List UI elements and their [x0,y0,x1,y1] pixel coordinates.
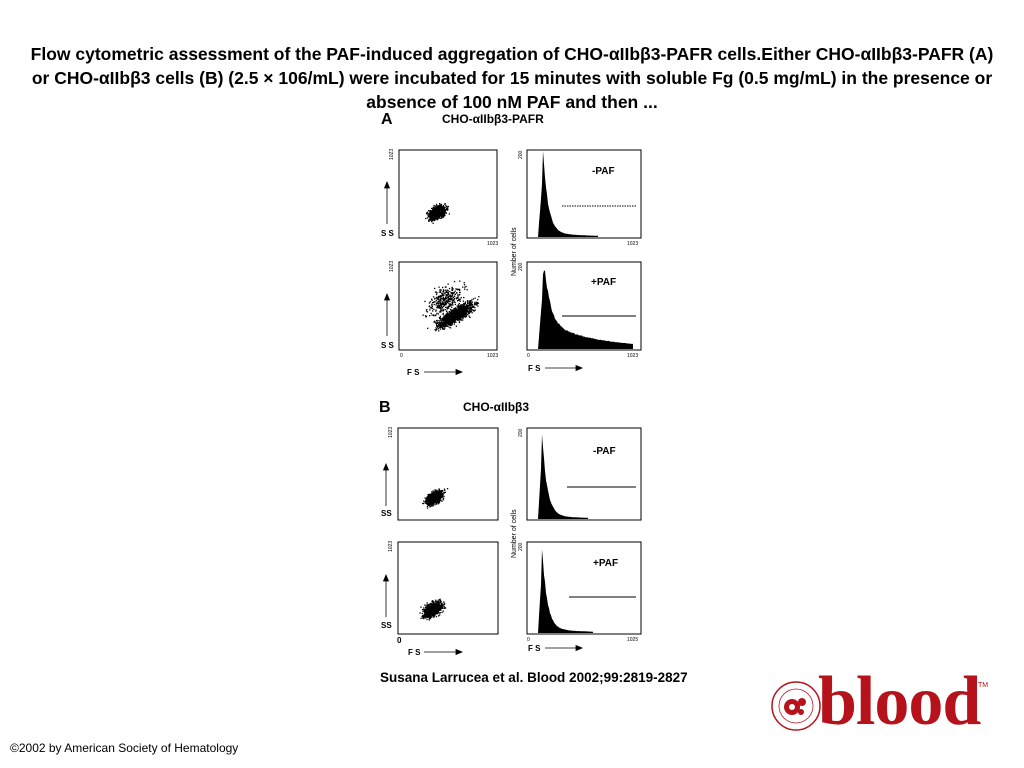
histogram-a-plus-frame [526,261,642,351]
trademark-mark: TM [978,682,989,689]
histogram-a-minus-ymax: 200 [518,150,524,159]
panel-b-cell-line: CHO-αIIbβ3 [463,400,529,414]
ss-label-b-minus: SS [381,509,392,518]
scatter-b-minus-ymax: 1023 [388,427,394,438]
histogram-b-plus-zero: 0 [527,637,530,643]
scatter-a-plus-frame [398,261,498,351]
panel-b-letter: B [379,399,391,416]
scatter-a-minus-frame [398,149,498,239]
scatter-a-minus-ymax: 1023 [389,149,395,160]
fs-right-arrows [424,364,584,656]
blood-journal-logo: blood TM [770,663,1000,746]
scatter-b-plus-ymax: 1023 [388,541,394,552]
label-plus-paf-b: +PAF [593,558,618,569]
gate-markers [562,205,636,598]
fs-label-hist-b: F S [528,644,541,653]
scatter-a-minus-xmax: 1023 [487,241,498,247]
histogram-a-plus-xmax: 1023 [627,353,638,359]
scatter-a-plus-dots [422,280,480,332]
hist-ylabel-a: Number of cells [511,227,518,276]
panel-a-letter: A [381,111,393,128]
ss-up-arrows [382,180,391,617]
panel-a-cell-line: CHO-αIIbβ3-PAFR [442,112,544,126]
label-minus-paf-b: -PAF [593,446,616,457]
ss-label-a-plus: S S [381,341,395,350]
histogram-a-plus-fill [538,270,633,349]
slide-title: Flow cytometric assessment of the PAF-in… [30,44,994,112]
histogram-b-minus-ymax: 200 [518,428,524,437]
scatter-a-minus-dots [425,203,450,224]
scatter-b-minus-frame [397,427,499,521]
scatter-a-plus-xmax: 1023 [487,353,498,359]
scatter-a-plus-zero: 0 [400,353,403,359]
scatter-b-plus-zero: 0 [397,636,402,645]
scatter-b-plus-frame [397,541,499,635]
hist-ylabel-b: Number of cells [511,509,518,558]
ash-seal-icon [771,681,821,731]
scatter-b-plus-dots [419,598,447,621]
citation: Susana Larrucea et al. Blood 2002;99:281… [380,670,688,685]
ss-label-a-minus: S S [381,229,395,238]
histogram-b-plus-ymax: 200 [518,542,524,551]
histogram-a-plus-ymax: 200 [518,262,524,271]
histogram-a-minus-frame [526,149,642,239]
ss-label-b-plus: SS [381,621,392,630]
fs-label-hist-a: F S [528,364,541,373]
histogram-b-plus-xmax: 1025 [627,637,638,643]
scatter-b-minus-dots [422,488,449,509]
histogram-a-minus-xmax: 1023 [627,241,638,247]
histogram-a-plus-zero: 0 [527,353,530,359]
histogram-b-plus-fill [538,549,593,633]
label-plus-paf-a: +PAF [591,277,616,288]
scatter-a-plus-ymax: 1023 [389,261,395,272]
fs-label-scatter-a: F S [407,368,420,377]
fs-label-scatter-b: F S [408,648,421,657]
histogram-a-minus-fill [538,150,598,237]
copyright-notice: ©2002 by American Society of Hematology [10,741,239,755]
histogram-b-minus-fill [538,434,588,519]
label-minus-paf-a: -PAF [592,166,615,177]
histogram-b-plus-frame [526,541,642,635]
histogram-b-minus-frame [526,427,642,521]
blood-wordmark: blood [818,663,981,740]
